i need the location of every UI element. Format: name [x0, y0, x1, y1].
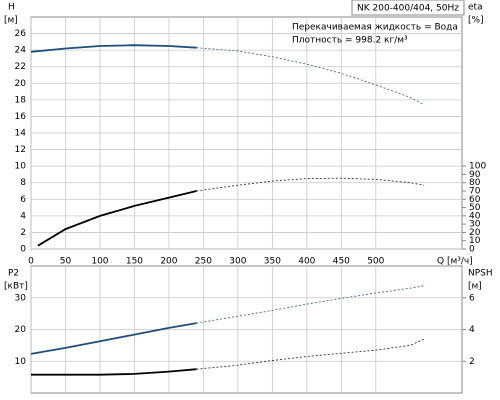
y2-axis-label: eta — [468, 3, 483, 13]
x-tick-label: 450 — [333, 257, 350, 267]
y2-tick-label: 40 — [469, 211, 481, 221]
y-axis-label: P2 — [8, 269, 19, 279]
curve — [37, 190, 197, 247]
y2-tick-label: 100 — [469, 162, 486, 172]
x-tick-label: 400 — [298, 257, 315, 267]
curve — [196, 338, 425, 370]
x-tick-label: 250 — [195, 257, 212, 267]
y-tick-label: 14 — [15, 129, 27, 139]
x-tick-label: 0 — [28, 257, 34, 267]
y-tick-label: 12 — [15, 145, 26, 155]
curve — [30, 44, 197, 53]
x-tick-label: 150 — [126, 257, 143, 267]
y2-tick-label: 10 — [469, 236, 481, 246]
annotation: Плотность = 998.2 кг/м³ — [292, 36, 408, 46]
annotation: Перекачиваемая жидкость = Вода — [292, 23, 458, 33]
y-tick-label: 22 — [15, 62, 26, 72]
y-tick-label: 0 — [20, 245, 26, 255]
curve — [30, 322, 197, 355]
y-axis-unit: [м] — [4, 16, 18, 26]
y-tick-label: 10 — [15, 357, 27, 367]
title-box — [351, 0, 465, 16]
y2-axis-unit: [м] — [468, 282, 482, 292]
y2-tick-label: 0 — [469, 245, 475, 255]
y2-tick-label: 6 — [469, 293, 475, 303]
y-tick-label: 20 — [15, 325, 27, 335]
chart-title: NK 200-400/404, 50Hz — [357, 4, 459, 14]
y-tick-label: 24 — [15, 46, 27, 56]
y2-axis-unit: [%] — [468, 16, 484, 26]
curve — [196, 177, 425, 192]
x-tick-label: 350 — [264, 257, 281, 267]
x-tick-label: 200 — [160, 257, 177, 267]
y-tick-label: 30 — [15, 293, 27, 303]
y2-tick-label: 70 — [469, 187, 481, 197]
y-axis-unit: [кВт] — [4, 282, 28, 292]
y-tick-label: 18 — [15, 95, 27, 105]
y2-tick-label: 60 — [469, 195, 481, 205]
y2-tick-label: 50 — [469, 203, 481, 213]
x-tick-label: 50 — [60, 257, 72, 267]
x-axis-label: Q [м³/ч] — [437, 257, 473, 267]
curve — [196, 285, 425, 324]
y2-tick-label: 90 — [469, 170, 481, 180]
x-tick-label: 100 — [91, 257, 108, 267]
y2-axis-label: NPSH — [468, 269, 493, 279]
y-tick-label: 16 — [15, 112, 27, 122]
y-tick-label: 6 — [20, 195, 26, 205]
y2-tick-label: 80 — [469, 178, 481, 188]
y-tick-label: 2 — [20, 228, 26, 238]
y2-tick-label: 30 — [469, 220, 481, 230]
x-tick-label: 300 — [229, 257, 246, 267]
curve — [196, 47, 425, 106]
y-tick-label: 10 — [15, 162, 27, 172]
y-tick-label: 4 — [20, 211, 26, 221]
y-tick-label: 8 — [20, 178, 26, 188]
y2-tick-label: 2 — [469, 357, 475, 367]
y2-tick-label: 20 — [469, 228, 481, 238]
curve — [31, 368, 197, 376]
y2-tick-label: 4 — [469, 325, 475, 335]
y-tick-label: 26 — [15, 29, 27, 39]
x-tick-label: 500 — [367, 257, 384, 267]
y-axis-label: H — [8, 3, 15, 13]
y-tick-label: 20 — [15, 79, 27, 89]
